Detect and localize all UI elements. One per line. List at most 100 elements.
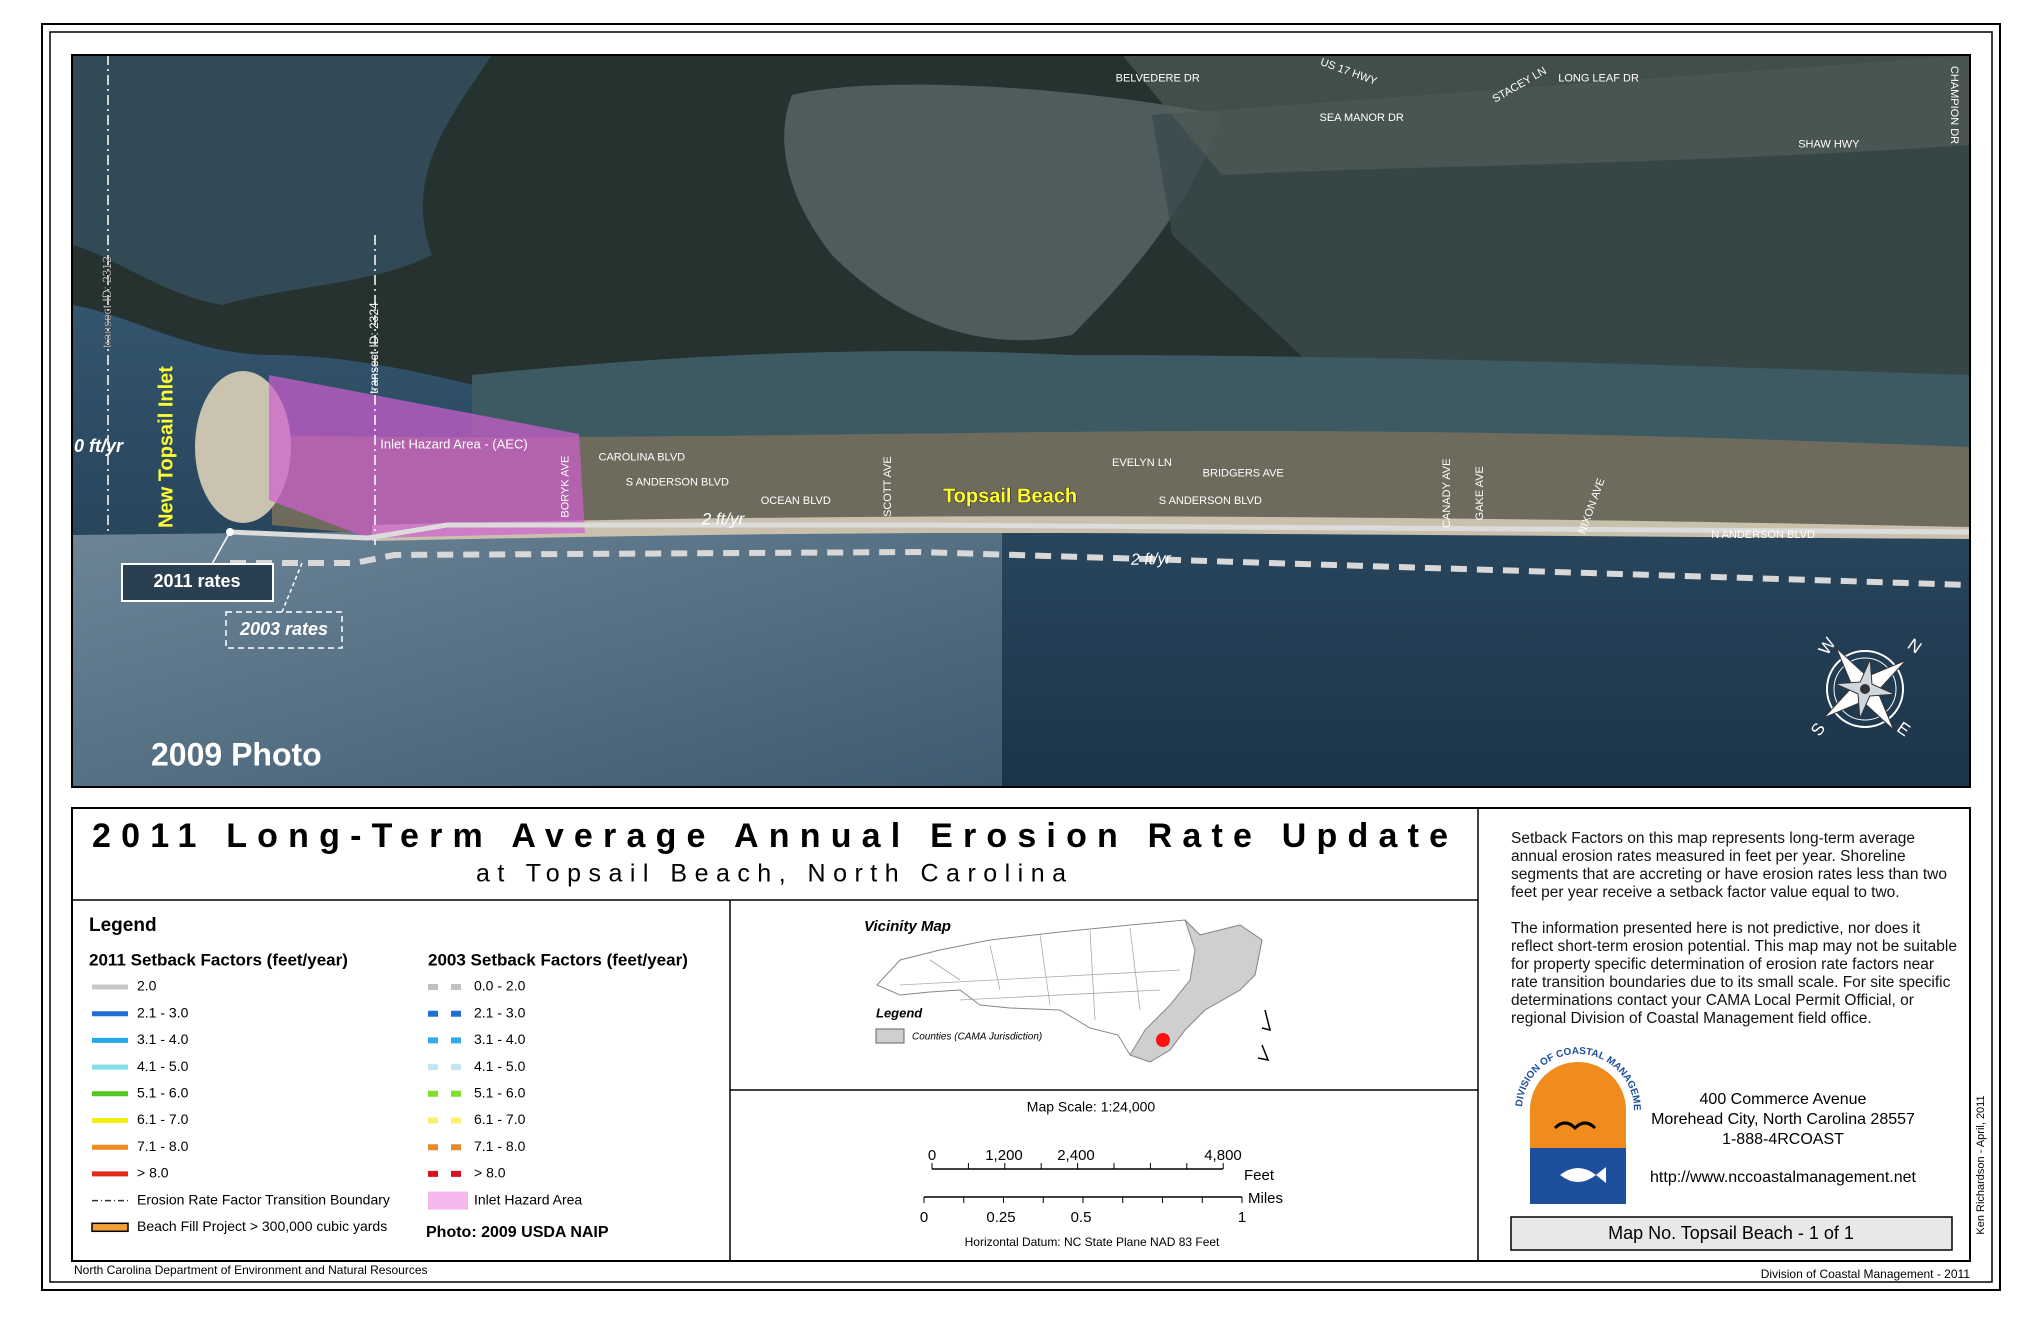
hazard-label: Inlet Hazard Area - (AEC) xyxy=(380,436,527,451)
county-lines xyxy=(899,927,1181,1021)
road-label: CHAMPION DR xyxy=(1948,66,1960,144)
legend-label: 2.1 - 3.0 xyxy=(474,1004,526,1020)
legend-label: Beach Fill Project > 300,000 cubic yards xyxy=(137,1218,387,1234)
photo-label: 2009 Photo xyxy=(151,736,322,772)
legend-label: Erosion Rate Factor Transition Boundary xyxy=(137,1191,390,1207)
legend-swatch xyxy=(428,1191,468,1210)
callout-label: 2011 rates xyxy=(153,571,240,591)
title: 2011 Long-Term Average Annual Erosion Ra… xyxy=(92,817,1448,855)
scale-label: 0.5 xyxy=(1071,1209,1092,1226)
rate-2011-line xyxy=(229,522,1970,541)
rate-label: 2 ft/yr xyxy=(701,509,746,528)
road-label: GAKE AVE xyxy=(1474,466,1486,520)
callout-label: 2003 rates xyxy=(239,619,328,639)
vicinity-legend-item: Counties (CAMA Jurisdiction) xyxy=(912,1032,1042,1043)
datum: Horizontal Datum: NC State Plane NAD 83 … xyxy=(965,1235,1220,1249)
map-number: Map No. Topsail Beach - 1 of 1 xyxy=(1608,1223,1854,1243)
road-label: S ANDERSON BLVD xyxy=(1159,495,1262,507)
legend-photo: Photo: 2009 USDA NAIP xyxy=(426,1224,609,1241)
legend-symbol xyxy=(91,1222,129,1233)
road-label: CAROLINA BLVD xyxy=(599,452,686,464)
rate-label: 0 ft/yr xyxy=(74,436,124,456)
info-panel xyxy=(71,807,1971,1262)
legend-label: 4.1 - 5.0 xyxy=(137,1058,189,1074)
outer-border xyxy=(41,23,2001,1291)
road-label: CANADY AVE xyxy=(1441,459,1453,528)
footer-right: Division of Coastal Management - 2011 xyxy=(1761,1267,1971,1281)
scale-label: 1,200 xyxy=(985,1147,1023,1164)
scale-label: 1 xyxy=(1238,1209,1246,1226)
legend-label: 6.1 - 7.0 xyxy=(137,1111,189,1127)
note-paragraph: The information presented here is not pr… xyxy=(1511,920,1957,1027)
url[interactable]: http://www.nccoastalmanagement.net xyxy=(1650,1169,1916,1186)
scale-label: 0 xyxy=(928,1147,936,1164)
vicinity-map: Vicinity Map Legend Counties (CAMA Juris… xyxy=(864,918,1272,1063)
scale-label: 2,400 xyxy=(1057,1147,1095,1164)
scale-label: 4,800 xyxy=(1204,1147,1242,1164)
road-label: LONG LEAF DR xyxy=(1558,73,1639,85)
scale-label: 0.25 xyxy=(986,1209,1015,1226)
vicinity-title: Vicinity Map xyxy=(864,918,951,935)
sound xyxy=(472,351,1970,450)
callout-leader xyxy=(281,562,303,613)
callout-box xyxy=(225,611,343,649)
map-scale: Map Scale: 1:24,000 xyxy=(1027,1099,1156,1115)
legend-title: Legend xyxy=(89,915,157,936)
legend-label: 3.1 - 4.0 xyxy=(137,1031,189,1047)
barrier-island xyxy=(272,430,1970,535)
town-label: Topsail Beach xyxy=(943,485,1077,507)
cama-counties xyxy=(1129,919,1263,1063)
map-number-box xyxy=(1510,1216,1953,1251)
scale-bar: Map Scale: 1:24,000 Feet Miles Horizonta… xyxy=(920,1099,1283,1249)
legend: Legend 2011 Setback Factors (feet/year) … xyxy=(89,915,688,1241)
legend-label: 5.1 - 6.0 xyxy=(474,1085,526,1101)
legend-label: Inlet Hazard Area xyxy=(474,1191,582,1207)
legend-label: 7.1 - 8.0 xyxy=(137,1138,189,1154)
road-label: SCOTT AVE xyxy=(882,456,894,517)
ocean-left xyxy=(72,525,1002,787)
transect-label: transect ID: 2324 xyxy=(367,302,381,394)
inlet-label: New Topsail Inlet xyxy=(155,366,177,528)
legend-swatch xyxy=(875,1028,905,1044)
legend-label: > 8.0 xyxy=(137,1165,169,1181)
footer-left: North Carolina Department of Environment… xyxy=(74,1263,428,1277)
address-line: 400 Commerce Avenue xyxy=(1700,1091,1867,1108)
note-paragraph: Setback Factors on this map represents l… xyxy=(1511,830,1947,901)
address: 400 Commerce Avenue Morehead City, North… xyxy=(1650,1091,1916,1186)
road-label: OCEAN BLVD xyxy=(761,495,831,507)
legend-label: 7.1 - 8.0 xyxy=(474,1138,526,1154)
legend-label: 3.1 - 4.0 xyxy=(474,1031,526,1047)
road-label: BRIDGERS AVE xyxy=(1203,467,1284,479)
callout-leader xyxy=(211,531,231,565)
transect-label: transect ID: 2312 xyxy=(100,256,114,348)
vicinity-legend: Legend xyxy=(876,1005,923,1020)
rate-label: 2 ft/yr xyxy=(1130,551,1172,569)
notes: Setback Factors on this map represents l… xyxy=(1511,830,1963,1046)
upland xyxy=(1122,55,1970,175)
address-line: Morehead City, North Carolina 28557 xyxy=(1651,1111,1915,1128)
scale-unit: Feet xyxy=(1244,1167,1275,1184)
inner-border xyxy=(49,31,1993,1283)
road-label: SHAW HWY xyxy=(1798,138,1860,150)
site-marker xyxy=(1156,1033,1170,1047)
map-frame xyxy=(71,54,1971,788)
subtitle: at Topsail Beach, North Carolina xyxy=(476,860,1066,888)
road-label: BORYK AVE xyxy=(559,456,571,518)
rate-2003-line xyxy=(230,548,1970,588)
legend-label: 2.1 - 3.0 xyxy=(137,1004,189,1020)
legend-label: 5.1 - 6.0 xyxy=(137,1085,189,1101)
legend-heading: 2003 Setback Factors (feet/year) xyxy=(428,950,688,969)
road-label: S ANDERSON BLVD xyxy=(626,477,729,489)
scale-unit: Miles xyxy=(1248,1190,1283,1207)
marsh-flat xyxy=(784,84,1222,341)
author: Ken Richardson - April, 2011 xyxy=(1975,1095,1987,1234)
north-arrow xyxy=(1257,1009,1272,1062)
legend-label: 6.1 - 7.0 xyxy=(474,1111,526,1127)
address-line: 1-888-4RCOAST xyxy=(1722,1131,1844,1148)
road-label: BELVEDERE DR xyxy=(1116,73,1200,85)
callout-box xyxy=(121,563,274,602)
legend-label: > 8.0 xyxy=(474,1165,506,1181)
